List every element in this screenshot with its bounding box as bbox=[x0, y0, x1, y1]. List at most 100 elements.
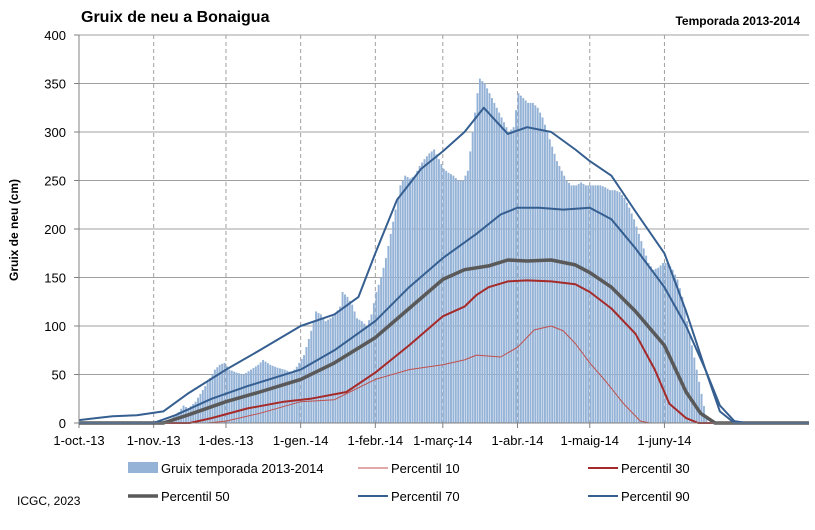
snow-depth-bar bbox=[664, 262, 667, 423]
x-tick-label: 1-febr.-14 bbox=[348, 433, 404, 448]
snow-depth-bar bbox=[527, 102, 530, 424]
snow-depth-bar bbox=[594, 185, 597, 423]
snow-depth-bar bbox=[266, 363, 269, 423]
snow-depth-bar bbox=[688, 333, 691, 423]
snow-depth-bar bbox=[233, 371, 236, 423]
snow-depth-bar bbox=[339, 306, 342, 423]
legend-label: Percentil 10 bbox=[391, 461, 460, 476]
snow-depth-bar bbox=[425, 156, 428, 423]
series-line-p50 bbox=[79, 258, 809, 425]
snow-depth-bar bbox=[577, 183, 580, 423]
snow-depth-bar bbox=[454, 178, 457, 423]
snow-depth-bar bbox=[218, 364, 221, 423]
snow-depth-bar bbox=[541, 117, 544, 423]
snow-depth-bar bbox=[327, 319, 330, 423]
snow-depth-bar bbox=[618, 192, 621, 423]
y-tick-label: 50 bbox=[52, 368, 66, 383]
snow-depth-bar bbox=[230, 370, 233, 423]
snow-depth-bar bbox=[356, 318, 358, 423]
y-tick-label: 100 bbox=[44, 319, 66, 334]
snow-depth-bar bbox=[466, 170, 469, 423]
snow-depth-bar bbox=[447, 172, 450, 423]
snow-depth-bar bbox=[221, 363, 224, 423]
snow-depth-bar bbox=[365, 326, 368, 423]
snow-depth-bar bbox=[329, 318, 332, 423]
snow-depth-bar bbox=[580, 182, 583, 423]
snow-depth-bar bbox=[216, 367, 219, 423]
x-tick-label: 1-març-14 bbox=[413, 433, 472, 448]
snow-depth-bar bbox=[671, 269, 674, 423]
snow-depth-bar bbox=[413, 175, 416, 423]
snow-depth-bar bbox=[572, 185, 575, 423]
snow-depth-bar bbox=[592, 185, 595, 423]
snow-depth-bar bbox=[471, 132, 474, 423]
legend-item: Percentil 50 bbox=[128, 489, 230, 504]
snow-depth-bar bbox=[510, 129, 513, 423]
legend-label: Percentil 70 bbox=[391, 489, 460, 504]
snow-depth-bar bbox=[698, 381, 701, 423]
snow-depth-bar bbox=[654, 268, 657, 423]
plot-area: 0 50 100 150 200 250 300 350 400 1-oct.-13 1-nov.-… bbox=[44, 28, 809, 448]
snow-depth-bar bbox=[611, 190, 614, 423]
snow-depth-bar bbox=[293, 369, 296, 423]
snow-depth-bar bbox=[534, 105, 537, 423]
snow-depth-bar bbox=[505, 127, 508, 424]
snow-depth-bar bbox=[250, 369, 252, 423]
snow-depth-bar bbox=[247, 371, 250, 423]
x-tick-label: 1-maig-14 bbox=[560, 433, 619, 448]
y-tick-label: 300 bbox=[44, 125, 66, 140]
snow-depth-bar bbox=[358, 319, 361, 423]
chart-title: Gruix de neu a Bonaigua bbox=[81, 9, 270, 26]
snow-depth-bar bbox=[457, 180, 460, 423]
snow-depth-bar bbox=[498, 112, 501, 423]
snow-depth-bar bbox=[437, 159, 440, 423]
snow-depth-bar bbox=[201, 390, 204, 423]
snow-depth-bar bbox=[271, 365, 274, 423]
snow-depth-bar bbox=[700, 393, 703, 423]
snow-depth-bar bbox=[206, 382, 209, 423]
snow-depth-bar bbox=[560, 170, 563, 423]
snow-depth-bar bbox=[389, 233, 392, 423]
snow-depth-bar bbox=[500, 117, 503, 423]
snow-depth-bar bbox=[225, 366, 228, 423]
snow-depth-bar bbox=[481, 81, 484, 423]
snow-depth-bar bbox=[462, 180, 464, 423]
snow-depth-bar bbox=[486, 88, 489, 423]
snow-depth-bar bbox=[488, 93, 491, 423]
snow-depth-bar bbox=[705, 418, 708, 423]
snow-depth-bar bbox=[529, 102, 532, 424]
snow-depth-bar bbox=[360, 321, 363, 423]
legend-label: Gruix temporada 2013-2014 bbox=[161, 461, 324, 476]
legend-item: Percentil 90 bbox=[588, 489, 690, 504]
snow-depth-bar bbox=[678, 288, 681, 423]
snow-depth-bar bbox=[406, 177, 409, 423]
snow-depth-bar bbox=[645, 255, 648, 423]
snow-depth-bar bbox=[464, 175, 467, 423]
series-line-p30 bbox=[79, 279, 809, 424]
snow-depth-bar bbox=[601, 186, 604, 423]
snow-depth-bar bbox=[269, 364, 272, 423]
snow-depth-bar bbox=[182, 405, 185, 423]
snow-depth-bar bbox=[459, 180, 462, 423]
snow-depth-bar bbox=[384, 258, 387, 423]
snow-depth-bar bbox=[543, 124, 546, 423]
snow-depth-bar bbox=[683, 309, 686, 423]
snow-depth-bar bbox=[423, 159, 426, 423]
snow-depth-bar bbox=[213, 369, 216, 423]
snow-depth-bar bbox=[633, 219, 636, 423]
snow-depth-bar bbox=[317, 312, 320, 423]
snow-depth-bar bbox=[353, 311, 356, 423]
snow-depth-bar bbox=[546, 132, 549, 423]
credit-text: ICGC, 2023 bbox=[17, 494, 81, 508]
snow-depth-bar bbox=[551, 146, 554, 424]
snow-depth-bar bbox=[375, 292, 378, 423]
snow-depth-bar bbox=[476, 93, 479, 423]
snow-depth-bar bbox=[315, 311, 318, 423]
snow-depth-bar bbox=[690, 345, 693, 423]
snow-depth-bar bbox=[416, 170, 419, 423]
snow-depth-bar bbox=[676, 279, 679, 423]
snow-depth-bar bbox=[469, 151, 472, 423]
y-tick-label: 0 bbox=[59, 416, 66, 431]
snow-depth-bar bbox=[421, 162, 424, 423]
snow-depth-bar bbox=[613, 190, 616, 423]
